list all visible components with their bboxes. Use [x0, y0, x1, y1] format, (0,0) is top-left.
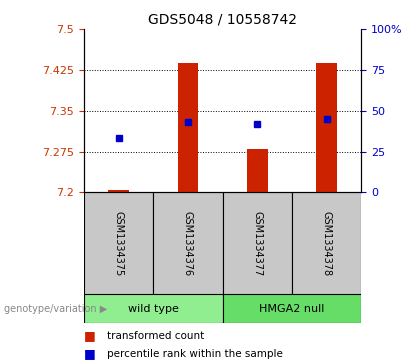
- Bar: [247, 149, 268, 192]
- Text: ■: ■: [84, 329, 96, 342]
- Text: GSM1334376: GSM1334376: [183, 211, 193, 276]
- Bar: [84, 294, 223, 323]
- Text: ■: ■: [84, 347, 96, 360]
- Text: GSM1334377: GSM1334377: [252, 211, 262, 276]
- Bar: [178, 64, 198, 192]
- Text: GSM1334375: GSM1334375: [114, 211, 123, 276]
- Text: HMGA2 null: HMGA2 null: [259, 303, 325, 314]
- Text: wild type: wild type: [128, 303, 179, 314]
- Bar: [223, 294, 361, 323]
- Bar: [108, 190, 129, 192]
- Title: GDS5048 / 10558742: GDS5048 / 10558742: [148, 12, 297, 26]
- Text: transformed count: transformed count: [107, 331, 205, 341]
- Bar: [84, 192, 153, 294]
- Text: GSM1334378: GSM1334378: [322, 211, 331, 276]
- Bar: [223, 192, 292, 294]
- Bar: [292, 192, 361, 294]
- Text: percentile rank within the sample: percentile rank within the sample: [107, 349, 283, 359]
- Text: genotype/variation ▶: genotype/variation ▶: [4, 303, 108, 314]
- Bar: [316, 64, 337, 192]
- Bar: [153, 192, 223, 294]
